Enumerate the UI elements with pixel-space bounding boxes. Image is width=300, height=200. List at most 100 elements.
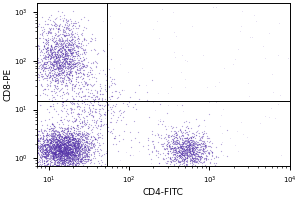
Point xyxy=(185,159,190,162)
Point xyxy=(72,145,77,148)
Point xyxy=(70,44,75,47)
Point xyxy=(49,134,53,137)
Point xyxy=(261,44,266,47)
Point xyxy=(177,142,182,145)
Point xyxy=(74,44,78,48)
Point xyxy=(75,139,80,142)
Point xyxy=(46,152,51,155)
Point xyxy=(50,154,55,157)
Point xyxy=(42,151,46,154)
Point xyxy=(88,109,92,113)
Point xyxy=(118,114,122,117)
Point xyxy=(69,79,74,83)
Point xyxy=(180,54,185,57)
Point xyxy=(98,85,103,88)
Point xyxy=(61,34,66,37)
Point xyxy=(183,77,188,80)
Point xyxy=(63,151,68,154)
Point xyxy=(43,150,47,154)
Point xyxy=(44,150,49,153)
Point xyxy=(66,139,70,142)
Point xyxy=(49,51,54,54)
Point xyxy=(60,25,65,28)
Point xyxy=(51,150,56,154)
Point xyxy=(190,160,195,163)
Point xyxy=(97,103,102,106)
Point xyxy=(68,143,73,146)
Point xyxy=(210,152,214,155)
Point xyxy=(89,109,94,112)
Point xyxy=(40,40,45,43)
Point xyxy=(59,140,64,143)
Point xyxy=(95,131,100,135)
Point xyxy=(85,133,89,137)
Point xyxy=(55,44,59,47)
Point xyxy=(165,139,170,142)
Point xyxy=(85,73,89,76)
Point xyxy=(45,138,50,142)
Point xyxy=(77,105,82,108)
Point xyxy=(65,69,70,72)
Point xyxy=(65,62,70,66)
Point xyxy=(61,160,66,163)
Point xyxy=(64,153,69,156)
Point xyxy=(203,158,208,161)
Point xyxy=(37,139,42,142)
Point xyxy=(57,138,62,142)
Point xyxy=(91,125,95,128)
Point xyxy=(67,59,71,62)
Point xyxy=(40,59,44,62)
Point xyxy=(191,138,196,141)
Point xyxy=(98,131,103,134)
Point xyxy=(54,141,58,144)
Point xyxy=(73,136,78,140)
Point xyxy=(52,154,56,157)
Point xyxy=(45,152,50,156)
Point xyxy=(195,146,200,149)
Point xyxy=(185,137,190,140)
Point xyxy=(56,149,60,153)
Point xyxy=(81,64,86,68)
Point xyxy=(74,77,79,80)
Point xyxy=(38,145,43,148)
Point xyxy=(73,62,77,65)
Point xyxy=(46,53,51,56)
Point xyxy=(56,151,61,154)
Point xyxy=(78,150,82,153)
Point xyxy=(108,15,112,18)
Point xyxy=(63,44,68,48)
Point xyxy=(67,156,71,159)
Point xyxy=(62,52,67,55)
Point xyxy=(58,76,63,79)
Point xyxy=(67,141,72,144)
Point xyxy=(69,61,74,65)
Point xyxy=(58,157,63,160)
Point xyxy=(35,143,40,146)
Point xyxy=(37,104,42,107)
Point xyxy=(41,149,46,152)
Point xyxy=(58,146,62,149)
Point xyxy=(51,39,56,42)
Point xyxy=(182,158,187,161)
Point xyxy=(273,116,278,120)
Point xyxy=(60,63,65,66)
Point xyxy=(74,70,79,74)
Point xyxy=(56,28,61,31)
Point xyxy=(200,131,204,134)
Point xyxy=(185,132,190,135)
Point xyxy=(88,140,93,143)
Point xyxy=(43,151,48,154)
Point xyxy=(79,134,83,137)
Point xyxy=(56,162,61,166)
Point xyxy=(59,135,64,138)
Point xyxy=(62,128,67,131)
Point xyxy=(48,150,53,153)
Point xyxy=(169,125,174,128)
Point xyxy=(70,144,74,148)
Point xyxy=(80,152,85,156)
Point xyxy=(190,150,195,154)
Point xyxy=(51,145,56,148)
Point xyxy=(174,153,179,156)
Point xyxy=(37,159,41,162)
Point xyxy=(78,140,82,143)
